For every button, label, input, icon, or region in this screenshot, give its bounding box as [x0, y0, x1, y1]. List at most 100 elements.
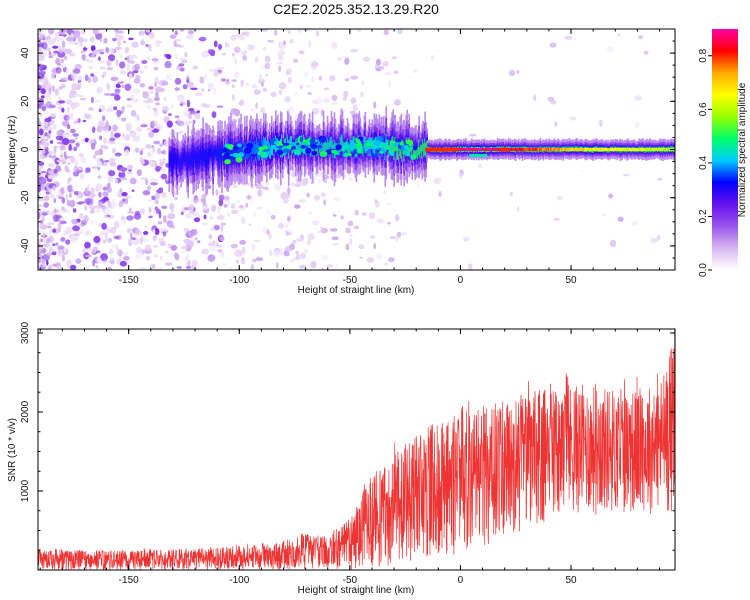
noise-blob	[46, 133, 51, 139]
band-slice	[363, 136, 366, 150]
band-slice	[274, 140, 276, 150]
noise-blob	[306, 192, 310, 198]
noise-blob	[66, 259, 73, 266]
snr-y-label: SNR (10 * v/v)	[7, 418, 18, 482]
noise-blob	[110, 130, 114, 138]
noise-blob	[132, 88, 141, 95]
core-slice	[651, 148, 654, 151]
noise-blob	[185, 213, 192, 219]
band-slice	[298, 135, 301, 151]
noise-blob	[113, 235, 120, 240]
core-slice	[646, 148, 648, 151]
y-tick-label: 40	[20, 47, 31, 59]
snr-series-line	[38, 329, 675, 570]
noise-blob	[368, 212, 376, 220]
noise-blob	[135, 246, 143, 254]
noise-blob	[250, 199, 254, 205]
noise-blob	[70, 155, 76, 164]
noise-blob	[556, 195, 563, 201]
noise-blob	[179, 251, 187, 254]
core-slice	[624, 148, 626, 151]
noise-blob	[261, 29, 269, 32]
noise-blob	[312, 220, 320, 226]
noise-blob	[119, 167, 128, 172]
x-tick-label: -100	[229, 275, 249, 286]
noise-blob	[40, 54, 44, 58]
snr-x-ticks: -150 -100 -50 0 50	[39, 329, 661, 586]
noise-blob	[96, 158, 101, 162]
noise-blob	[167, 113, 172, 116]
hotspot	[291, 145, 297, 150]
noise-blob	[113, 106, 118, 111]
noise-blob	[231, 202, 236, 209]
noise-blob	[80, 138, 85, 144]
noise-blob	[359, 244, 364, 248]
noise-blob	[79, 97, 87, 101]
noise-blob	[154, 76, 159, 85]
noise-blob	[321, 255, 329, 260]
band-slice	[197, 152, 199, 167]
noise-blob	[264, 55, 271, 63]
core-slice	[652, 148, 655, 151]
noise-blob	[115, 79, 123, 83]
core-slice	[585, 148, 587, 151]
noise-blob	[191, 259, 198, 267]
noise-blob	[240, 256, 246, 265]
core-slice	[533, 148, 535, 151]
band-slice	[252, 141, 254, 157]
noise-blob	[136, 169, 143, 177]
hotspot	[357, 150, 362, 154]
hotspot	[349, 142, 356, 148]
noise-blob	[307, 91, 313, 96]
noise-blob	[115, 246, 119, 251]
core-slice	[539, 148, 541, 151]
noise-blob	[129, 232, 133, 239]
noise-blob	[121, 105, 125, 113]
noise-blob	[162, 157, 166, 164]
band-slice	[211, 146, 213, 157]
core-slice	[623, 148, 625, 151]
x-tick-label: -50	[343, 575, 358, 586]
core-slice	[668, 148, 670, 151]
band-slice	[205, 149, 207, 168]
core-slice	[557, 148, 560, 151]
band-slice	[200, 147, 202, 161]
noise-blob	[267, 39, 275, 43]
noise-blob	[179, 29, 184, 32]
noise-blob	[38, 258, 41, 264]
noise-blob	[110, 199, 116, 207]
noise-blob	[38, 153, 44, 160]
noise-blob	[128, 37, 134, 41]
band-slice	[241, 141, 243, 155]
noise-blob	[67, 228, 73, 233]
noise-blob	[174, 115, 180, 119]
noise-blob	[145, 29, 151, 33]
noise-blob	[318, 75, 322, 81]
hotspot	[373, 140, 381, 147]
noise-blob	[295, 250, 299, 255]
band-slice	[314, 145, 317, 155]
noise-blob	[83, 59, 90, 62]
noise-blob	[154, 39, 161, 48]
noise-blob	[96, 125, 102, 133]
noise-blob	[61, 63, 66, 68]
band-slice	[422, 139, 424, 152]
band-slice	[321, 144, 324, 155]
noise-blob	[125, 46, 129, 54]
noise-blob	[145, 144, 152, 149]
hotspot	[300, 144, 306, 149]
band-slice	[168, 157, 171, 172]
noise-blob	[98, 201, 103, 208]
core-slice	[618, 148, 621, 151]
noise-blob	[396, 231, 402, 238]
core-slice	[518, 148, 520, 151]
core-slice	[562, 148, 564, 151]
core-slice	[587, 148, 590, 151]
noise-blob	[378, 66, 385, 70]
noise-blob	[90, 142, 96, 150]
core-slice	[637, 148, 639, 151]
noise-blob	[146, 154, 154, 158]
core-slice	[569, 148, 572, 151]
band-slice	[392, 135, 394, 154]
hotspot	[384, 145, 391, 150]
